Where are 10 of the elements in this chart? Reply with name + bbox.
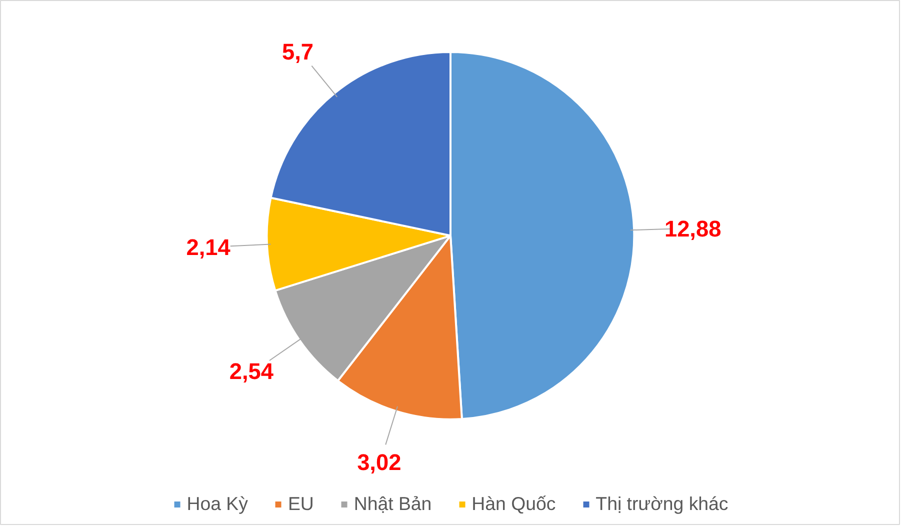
legend-label: EU bbox=[288, 493, 314, 515]
data-label: 12,88 bbox=[664, 215, 722, 242]
legend-label: Nhật Bản bbox=[354, 493, 432, 515]
legend-label: Thị trường khác bbox=[596, 493, 728, 515]
legend-label: Hoa Kỳ bbox=[186, 493, 248, 515]
legend-label: Hàn Quốc bbox=[472, 493, 556, 515]
data-label: 5,7 bbox=[282, 38, 314, 65]
data-label: 2,54 bbox=[229, 358, 274, 384]
data-label: 3,02 bbox=[357, 449, 402, 476]
data-label: 2,14 bbox=[186, 234, 231, 260]
